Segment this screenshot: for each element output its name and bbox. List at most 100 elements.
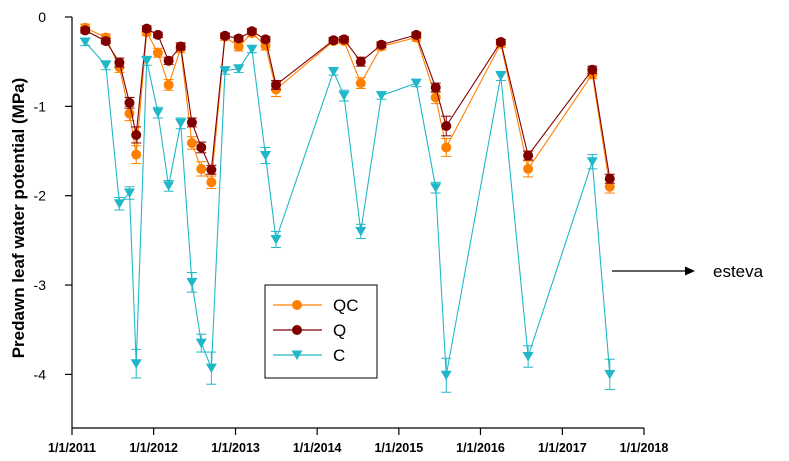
data-point-q (206, 164, 217, 175)
series-qc (80, 22, 615, 194)
legend-marker-qc (292, 300, 302, 310)
data-point-qc (196, 163, 207, 174)
legend-marker-c (291, 350, 303, 360)
data-point-c (195, 338, 207, 349)
data-point-c (186, 277, 198, 288)
data-point-q (152, 29, 163, 40)
data-point-c (586, 157, 598, 167)
data-point-qc (523, 163, 534, 174)
x-tick-label: 1/1/2013 (211, 441, 260, 455)
y-tick-label: 0 (38, 9, 46, 25)
data-point-q (587, 64, 598, 75)
data-point-q (100, 36, 111, 47)
data-point-c (79, 37, 91, 47)
legend: QC Q C (264, 284, 378, 379)
data-point-c (113, 199, 125, 209)
data-point-q (196, 142, 207, 153)
data-point-qc (233, 41, 244, 52)
data-point-q (328, 35, 339, 46)
data-point-qc (163, 79, 174, 90)
annotation: esteva (612, 262, 764, 281)
data-point-q (124, 97, 135, 108)
series-line-qc (84, 27, 611, 187)
data-point-q (80, 25, 91, 36)
data-point-c (141, 56, 153, 66)
y-tick-label: -1 (34, 98, 47, 114)
data-point-q (233, 33, 244, 44)
data-point-q (355, 56, 366, 67)
data-point-q (246, 26, 257, 37)
data-point-q (175, 41, 186, 52)
legend-item-c: C (273, 346, 345, 365)
legend-item-q: Q (273, 321, 346, 340)
legend-box (264, 284, 378, 379)
data-point-q (495, 37, 506, 48)
x-tick-label: 1/1/2014 (293, 441, 342, 455)
data-point-c (522, 352, 534, 362)
data-point-c (152, 108, 164, 118)
data-point-c (246, 44, 258, 55)
y-axis-title: Predawn leaf water potential (MPa) (9, 78, 28, 359)
data-point-q (411, 29, 422, 40)
annotation-arrow-head (685, 266, 695, 276)
data-point-q (186, 117, 197, 128)
data-point-c (260, 151, 271, 161)
data-point-qc (152, 47, 163, 58)
annotation-label: esteva (713, 262, 764, 281)
data-point-q (376, 39, 387, 50)
y-tick-label: -3 (34, 277, 47, 293)
data-point-c (219, 66, 231, 76)
x-tick-label: 1/1/2016 (456, 441, 505, 455)
data-point-q (163, 55, 174, 66)
x-tick-label: 1/1/2012 (129, 441, 178, 455)
series-line-q (84, 27, 611, 179)
data-point-c (375, 91, 387, 101)
legend-label-q: Q (333, 321, 346, 340)
series-q (80, 23, 615, 184)
data-point-qc (186, 137, 197, 148)
y-tick-label: -2 (34, 188, 47, 204)
data-point-q (271, 79, 282, 90)
data-point-q (523, 150, 534, 161)
data-point-c (100, 60, 112, 71)
data-point-q (220, 30, 231, 41)
data-point-c (233, 64, 245, 74)
series-c (79, 37, 616, 393)
series-line-c (84, 41, 611, 376)
data-point-q (339, 34, 350, 45)
data-point-qc (206, 177, 217, 188)
legend-label-c: C (333, 346, 345, 365)
data-point-c (205, 363, 217, 374)
data-point-c (270, 235, 282, 245)
data-point-c (175, 118, 187, 129)
x-tick-label: 1/1/2018 (620, 441, 669, 455)
data-point-q (131, 129, 142, 140)
data-point-qc (604, 181, 615, 192)
data-point-q (441, 121, 452, 132)
data-point-q (114, 57, 125, 68)
data-point-c (338, 91, 350, 101)
legend-item-qc: QC (273, 296, 359, 315)
data-point-qc (441, 142, 452, 153)
x-tick-label: 1/1/2015 (374, 441, 423, 455)
legend-label-qc: QC (333, 296, 359, 315)
data-point-q (604, 173, 615, 184)
plot-area: 0 -1 -2 -3 -4 1/1/2011 1/1/2012 1/1/2013 1/1/201… (34, 9, 669, 455)
data-point-c (604, 369, 616, 380)
data-point-c (355, 226, 367, 237)
data-point-c (410, 78, 422, 89)
data-point-q (430, 82, 441, 93)
data-point-c (440, 370, 452, 381)
x-tick-label: 1/1/2011 (48, 441, 96, 455)
data-point-q (260, 34, 271, 45)
data-point-qc (355, 78, 366, 89)
data-point-qc (131, 149, 142, 160)
data-point-c (328, 67, 339, 77)
data-point-q (141, 23, 152, 34)
data-point-c (430, 183, 442, 193)
data-point-c (495, 71, 507, 81)
data-point-c (163, 181, 175, 191)
legend-marker-q (292, 325, 302, 335)
data-point-c (124, 188, 135, 198)
